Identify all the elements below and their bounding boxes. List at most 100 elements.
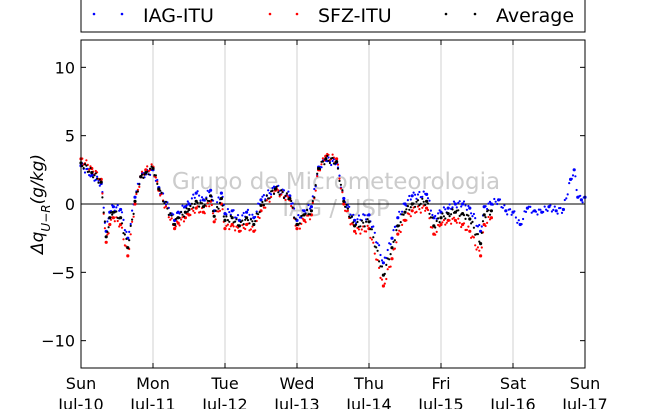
data-point	[209, 188, 213, 192]
trace-dot	[566, 193, 569, 196]
trace-dot	[264, 199, 267, 202]
trace-dot	[389, 243, 392, 246]
trace-dot	[125, 230, 128, 233]
trace-dot	[234, 229, 237, 232]
data-point	[104, 240, 108, 244]
trace-dot	[514, 216, 518, 219]
trace-dot	[254, 215, 257, 219]
trace-dot	[208, 205, 211, 208]
trace-dot	[395, 229, 398, 232]
trace-dot	[498, 198, 502, 201]
data-point	[390, 257, 394, 261]
trace-dot	[178, 212, 181, 215]
trace-dot	[356, 218, 359, 221]
trace-dot	[506, 213, 509, 216]
trace-dot	[545, 208, 548, 211]
trace-dot	[138, 183, 141, 186]
trace-dot	[435, 230, 438, 233]
trace-dot	[376, 249, 379, 252]
trace-dot	[314, 184, 317, 187]
trace-dot	[445, 221, 448, 224]
trace-dot	[392, 240, 395, 243]
data-point	[468, 229, 472, 233]
data-point	[390, 246, 394, 250]
trace-dot	[517, 219, 520, 222]
trace-dot	[442, 206, 445, 209]
trace-dot	[116, 219, 119, 223]
trace-dot	[278, 195, 281, 198]
trace-dot	[484, 224, 487, 228]
trace-dot	[429, 209, 432, 212]
y-axis-label-main: Δq	[28, 231, 48, 256]
trace-dot	[398, 224, 401, 227]
trace-dot	[465, 228, 468, 231]
trace-dot	[159, 189, 162, 192]
trace-dot	[228, 220, 231, 223]
trace-dot	[415, 210, 418, 213]
trace-dot	[125, 237, 128, 240]
trace-dot	[416, 199, 420, 202]
trace-dot	[467, 204, 470, 208]
trace-dot	[434, 214, 437, 218]
data-point	[176, 221, 180, 225]
trace-dot	[102, 206, 105, 209]
trace-dot	[297, 214, 300, 217]
trace-dot	[581, 201, 584, 204]
trace-dot	[225, 213, 228, 216]
trace-dot	[409, 206, 412, 209]
trace-dot	[348, 205, 351, 208]
x-tick-label-day: Mon	[136, 374, 170, 393]
trace-dot	[386, 268, 389, 271]
trace-dot	[549, 204, 552, 207]
trace-dot	[435, 219, 438, 223]
legend: IAG-ITU SFZ-ITU Average	[80, 0, 586, 33]
data-point	[245, 210, 249, 214]
trace-dot	[476, 246, 479, 249]
trace-dot	[421, 206, 424, 209]
trace-dot	[272, 192, 276, 195]
trace-dot	[451, 206, 454, 209]
trace-dot	[262, 194, 265, 197]
trace-dot	[412, 191, 415, 194]
trace-dot	[412, 202, 415, 205]
trace-dot	[85, 159, 88, 162]
data-point	[342, 202, 346, 206]
trace-dot	[216, 201, 219, 204]
trace-dot	[487, 209, 490, 212]
trace-dot	[402, 213, 405, 216]
trace-dot	[164, 203, 168, 206]
trace-dot	[278, 193, 281, 196]
trace-dot	[372, 236, 375, 239]
trace-dot	[178, 216, 181, 219]
trace-dot	[524, 210, 528, 213]
data-point	[489, 209, 493, 213]
trace-dot	[284, 198, 287, 201]
trace-dot	[408, 208, 411, 211]
x-tick-label-date: Jul-13	[273, 395, 319, 409]
trace-dot	[236, 214, 240, 217]
trace-dot	[475, 248, 478, 251]
trace-dot	[261, 195, 264, 198]
data-point	[288, 196, 292, 201]
trace-dot	[352, 221, 355, 224]
data-point	[446, 206, 450, 210]
trace-dot	[339, 187, 342, 190]
data-point	[209, 194, 213, 198]
trace-dot	[160, 191, 163, 194]
trace-dot	[556, 212, 559, 215]
trace-dot	[349, 213, 352, 216]
trace-dot	[379, 276, 382, 279]
trace-dot	[210, 203, 213, 207]
trace-dot	[277, 191, 280, 194]
trace-dot	[244, 218, 247, 221]
trace-dot	[147, 173, 150, 176]
trace-dot	[359, 232, 362, 235]
trace-dot	[111, 213, 114, 216]
y-axis-label-sub: U−R	[39, 204, 53, 231]
trace-dot	[375, 246, 378, 249]
trace-dot	[421, 195, 424, 198]
trace-dot	[96, 175, 99, 178]
data-point	[126, 254, 130, 258]
trace-dot	[109, 211, 113, 214]
data-point	[453, 218, 457, 222]
